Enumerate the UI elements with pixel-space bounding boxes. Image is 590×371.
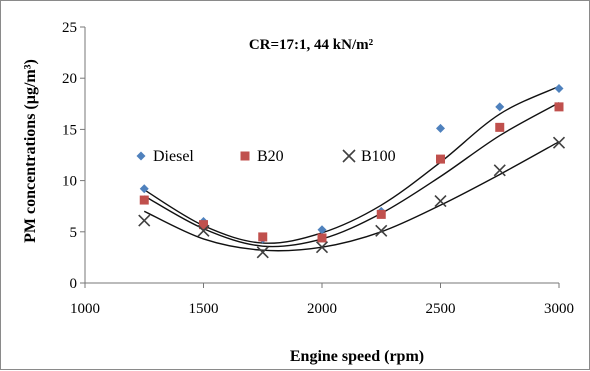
x-tick-label: 1500 <box>189 301 219 317</box>
b20-point <box>554 102 564 112</box>
y-tick-label: 20 <box>62 71 77 87</box>
x-axis-title: Engine speed (rpm) <box>290 348 424 365</box>
x-tick-label: 2000 <box>307 301 337 317</box>
diesel-point <box>495 102 505 112</box>
chart-annotation: CR=17:1, 44 kN/m² <box>249 37 374 53</box>
b100-point <box>375 224 388 237</box>
diesel-legend-marker <box>136 151 146 161</box>
b100-point <box>197 224 210 237</box>
b20-point <box>139 195 149 205</box>
y-tick-label: 25 <box>62 20 77 36</box>
diesel-point <box>554 83 564 93</box>
b20-point <box>495 122 505 132</box>
b100-point <box>493 164 506 177</box>
b20-point <box>199 220 208 230</box>
y-tick-label: 10 <box>62 174 77 190</box>
b100-point <box>256 246 269 259</box>
b100-point <box>434 195 447 208</box>
b100-legend-marker <box>342 149 356 163</box>
diesel-point <box>436 123 445 133</box>
diesel-legend-label: Diesel <box>153 148 194 165</box>
x-tick-label: 2500 <box>426 301 456 317</box>
y-tick-label: 0 <box>70 276 78 292</box>
b20-point <box>376 209 386 219</box>
data-point-group <box>138 83 566 259</box>
b100-point <box>138 214 151 227</box>
b20-point <box>258 232 268 242</box>
legend: Diesel B20 B100 <box>136 148 396 165</box>
b100-trendline <box>143 141 560 252</box>
diesel-trendline <box>143 85 560 244</box>
b20-trendline <box>143 102 560 248</box>
b20-legend-label: B20 <box>257 148 284 165</box>
b20-point <box>436 154 445 164</box>
y-tick-label: 15 <box>62 122 77 138</box>
x-tick-group: 1000 1500 2000 2500 3000 <box>70 283 574 317</box>
y-tick-group: 0 5 10 15 20 25 <box>62 20 85 292</box>
y-tick-label: 5 <box>70 225 78 241</box>
diesel-point <box>317 225 327 235</box>
y-axis-title: PM concentrations (µg/m³) <box>22 59 39 243</box>
x-tick-label: 3000 <box>544 301 574 317</box>
b100-point <box>552 136 566 149</box>
x-tick-label: 1000 <box>70 301 100 317</box>
b20-point <box>317 233 327 243</box>
b20-legend-marker <box>240 151 250 161</box>
b100-point <box>315 241 329 254</box>
b100-legend-label: B100 <box>361 148 396 165</box>
diesel-point <box>139 184 149 194</box>
